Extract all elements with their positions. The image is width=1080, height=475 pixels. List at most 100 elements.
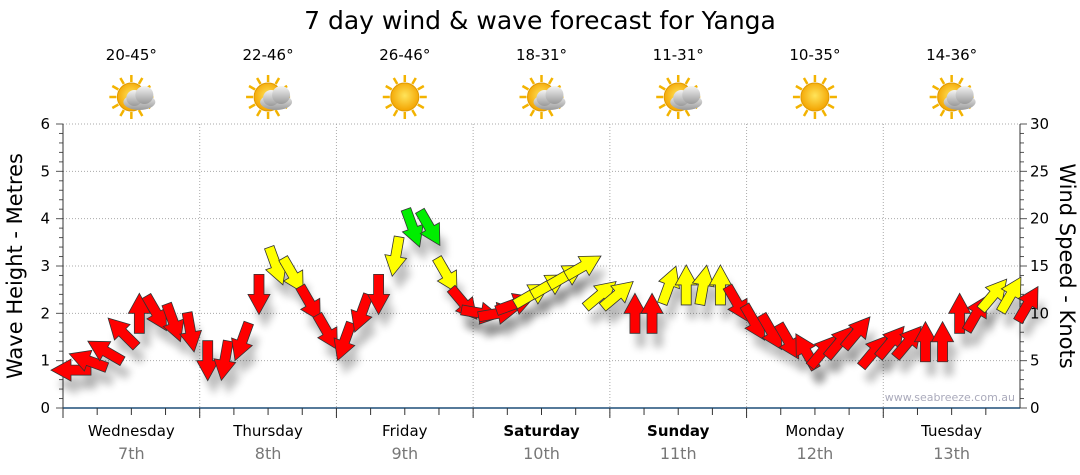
arrow-shadow — [219, 354, 242, 395]
wind-arrow — [839, 316, 871, 352]
arrow-shadow — [829, 340, 859, 375]
arrow-shadow — [373, 288, 396, 329]
left-tick-label: 6 — [40, 115, 50, 133]
partly-cloudy-icon — [519, 75, 566, 119]
wind-arrow — [657, 265, 680, 306]
arrow-shadow — [812, 349, 842, 384]
day-temperature: 20-45° — [106, 46, 157, 64]
wind-arrow — [231, 320, 254, 362]
wind-arrow — [196, 340, 220, 382]
arrow-shadow — [357, 306, 380, 347]
right-tick-label: 25 — [1030, 162, 1049, 180]
wind-arrow — [874, 325, 905, 361]
day-temperature: 18-31° — [516, 46, 567, 64]
day-date: 10th — [523, 444, 560, 463]
right-tick-label: 5 — [1030, 352, 1040, 370]
day-date: 7th — [118, 444, 145, 463]
arrow-shadow — [663, 280, 686, 320]
day-date: 11th — [660, 444, 697, 463]
wind-arrows — [50, 207, 1039, 382]
wind-arrow — [68, 349, 110, 373]
partly-cloudy-icon — [109, 75, 156, 119]
right-axis-label: Wind Speed - Knots — [1055, 163, 1079, 368]
arrow-shadow — [1002, 291, 1027, 329]
wind-arrow — [414, 207, 441, 247]
wind-arrow — [722, 283, 748, 322]
arrow-shadow — [237, 335, 260, 375]
arrow-shadow — [863, 349, 894, 384]
left-tick-label: 5 — [40, 162, 50, 180]
wind-arrow — [581, 281, 617, 312]
wind-arrow — [107, 317, 141, 351]
wind-arrow — [1013, 285, 1039, 325]
chart-title: 7 day wind & wave forecast for Yanga — [304, 6, 776, 35]
day-date: 13th — [933, 444, 970, 463]
wind-arrow — [350, 292, 374, 333]
wind-arrow — [947, 292, 972, 334]
day-temperature: 14-36° — [926, 46, 977, 64]
day-date: 8th — [255, 444, 282, 463]
wind-arrow — [640, 292, 664, 334]
arrow-shadow — [698, 279, 721, 320]
wind-arrow — [773, 321, 800, 360]
wind-arrow — [996, 276, 1022, 315]
day-date: 9th — [391, 444, 418, 463]
arrow-shadow — [390, 249, 413, 291]
partly-cloudy-icon — [246, 75, 293, 119]
day-temperature: 26-46° — [379, 46, 430, 64]
wind-arrow — [366, 273, 391, 316]
day-name: Friday — [382, 422, 428, 440]
right-tick-label: 30 — [1030, 115, 1049, 133]
arrow-shadow — [202, 354, 225, 395]
left-tick-label: 3 — [40, 257, 50, 275]
arrow-shadow — [1019, 300, 1044, 338]
arrow-shadow — [114, 332, 146, 364]
day-name: Tuesday — [920, 422, 982, 440]
axes: 0 01 52 103 154 205 256 30 — [40, 115, 1049, 418]
watermark: www.seabreeze.com.au — [885, 391, 1015, 404]
right-tick-label: 15 — [1030, 257, 1049, 275]
day-date: 12th — [797, 444, 834, 463]
wind-arrow — [213, 339, 237, 382]
left-tick-label: 4 — [40, 210, 50, 228]
wind-arrow — [384, 235, 408, 278]
sunny-icon — [382, 75, 427, 119]
right-tick-label: 0 — [1030, 399, 1040, 417]
day-temperature: 11-31° — [653, 46, 704, 64]
arrow-shadow — [897, 340, 928, 375]
left-tick-label: 0 — [40, 399, 50, 417]
day-name: Wednesday — [88, 422, 175, 440]
arrow-shadow — [340, 335, 362, 375]
wind-arrow — [333, 320, 357, 362]
sunny-icon — [792, 75, 837, 119]
wind-arrow — [913, 320, 938, 363]
right-tick-label: 20 — [1030, 210, 1049, 228]
partly-cloudy-icon — [656, 75, 703, 119]
arrow-shadow — [253, 288, 276, 329]
day-name: Monday — [785, 422, 844, 440]
day-name: Sunday — [647, 422, 710, 440]
wind-arrow — [674, 264, 698, 306]
wind-arrow — [87, 340, 126, 367]
arrow-shadow — [569, 270, 607, 295]
day-labels: Wednesday 7th 20-45° Thursday 8th 22-46° Frida… — [88, 46, 982, 463]
day-name: Saturday — [503, 422, 580, 440]
arrow-shadow — [846, 330, 876, 365]
wind-arrow — [161, 301, 185, 343]
day-name: Thursday — [232, 422, 303, 440]
wind-arrow — [179, 311, 203, 353]
day-temperature: 22-46° — [243, 46, 294, 64]
wind-arrow — [598, 281, 634, 312]
day-temperature: 10-35° — [789, 46, 840, 64]
wind-arrow — [400, 207, 424, 248]
left-axis-label: Wave Height - Metres — [3, 153, 27, 379]
wind-arrow — [278, 255, 304, 294]
wind-arrow — [295, 283, 321, 322]
partly-cloudy-icon — [929, 75, 976, 119]
wind-arrow — [432, 255, 458, 294]
wind-arrow — [563, 255, 602, 281]
wind-arrow — [141, 292, 167, 332]
wind-arrow — [708, 264, 733, 306]
wind-arrow — [691, 264, 715, 306]
